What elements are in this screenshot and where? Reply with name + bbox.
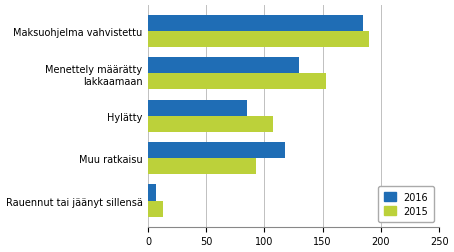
Bar xyxy=(148,16,364,32)
Bar xyxy=(148,32,369,48)
Bar xyxy=(148,201,163,217)
Bar xyxy=(148,159,257,174)
Legend: 2016, 2015: 2016, 2015 xyxy=(379,186,434,222)
Bar xyxy=(148,58,299,74)
Bar xyxy=(148,185,156,201)
Bar xyxy=(148,116,272,132)
Bar xyxy=(148,74,326,90)
Bar xyxy=(148,100,247,116)
Bar xyxy=(148,142,286,159)
